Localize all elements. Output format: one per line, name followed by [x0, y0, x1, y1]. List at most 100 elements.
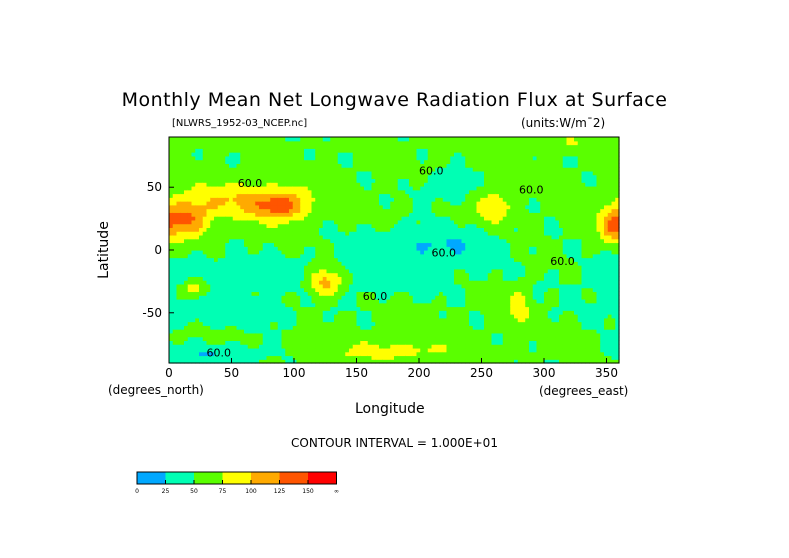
- field-cell: [277, 359, 283, 364]
- field-cell: [412, 359, 418, 364]
- field-cell: [244, 321, 249, 326]
- field-cell: [292, 155, 298, 161]
- field-cell: [187, 359, 193, 364]
- field-cell: [195, 283, 200, 289]
- field-cell: [476, 351, 481, 357]
- field-cell: [262, 246, 268, 251]
- field-cell: [289, 261, 294, 266]
- field-cell: [289, 287, 294, 293]
- field-cell: [330, 344, 335, 349]
- field-cell: [191, 314, 196, 319]
- field-cell: [330, 193, 335, 198]
- field-cell: [206, 189, 211, 195]
- field-cell: [334, 310, 339, 315]
- field-cell: [416, 268, 421, 274]
- field-cell: [187, 295, 193, 300]
- field-cell: [424, 321, 429, 326]
- field-cell: [375, 167, 380, 172]
- field-cell: [169, 193, 174, 198]
- field-cell: [217, 351, 223, 357]
- field-cell: [420, 201, 425, 206]
- field-cell: [420, 287, 425, 293]
- field-cell: [259, 344, 264, 349]
- field-cell: [454, 159, 459, 164]
- field-cell: [349, 182, 354, 187]
- field-cell: [315, 298, 320, 304]
- field-cell: [326, 272, 331, 277]
- field-cell: [199, 144, 204, 149]
- field-cell: [255, 302, 260, 308]
- field-cell: [476, 302, 481, 308]
- field-cell: [202, 325, 208, 330]
- field-cell: [341, 231, 346, 236]
- field-cell: [255, 159, 260, 164]
- field-cell: [461, 182, 466, 187]
- field-cell: [457, 212, 463, 217]
- field-cell: [266, 219, 271, 225]
- field-cell: [386, 325, 391, 330]
- field-cell: [416, 185, 421, 191]
- field-cell: [240, 234, 245, 240]
- field-cell: [289, 167, 294, 172]
- field-cell: [409, 227, 414, 232]
- field-cell: [289, 238, 294, 244]
- field-cell: [412, 347, 418, 353]
- field-cell: [394, 359, 399, 364]
- field-cell: [446, 340, 451, 345]
- field-cell: [322, 347, 328, 353]
- field-cell: [221, 257, 226, 262]
- field-cell: [394, 336, 399, 341]
- field-cell: [435, 163, 440, 168]
- field-cell: [232, 347, 238, 353]
- field-cell: [225, 344, 230, 349]
- field-cell: [315, 310, 320, 315]
- field-cell: [300, 276, 305, 281]
- field-cell: [229, 216, 234, 221]
- field-cell: [446, 261, 451, 266]
- field-cell: [397, 340, 403, 345]
- field-cell: [296, 283, 301, 289]
- field-cell: [401, 329, 406, 334]
- field-cell: [274, 291, 279, 296]
- field-cell: [420, 223, 425, 228]
- field-cell: [394, 272, 399, 277]
- field-cell: [420, 257, 425, 262]
- field-cell: [405, 261, 410, 266]
- field-cell: [390, 298, 395, 304]
- field-cell: [281, 276, 286, 281]
- field-cell: [289, 227, 294, 232]
- field-cell: [330, 152, 335, 157]
- field-cell: [409, 234, 414, 240]
- field-cell: [454, 302, 459, 308]
- field-cell: [266, 280, 271, 285]
- field-cell: [476, 329, 481, 334]
- field-cell: [454, 204, 459, 210]
- field-cell: [375, 144, 380, 149]
- field-cell: [330, 242, 335, 247]
- field-cell: [169, 355, 174, 360]
- field-cell: [416, 201, 421, 206]
- field-cell: [315, 351, 320, 357]
- field-cell: [296, 344, 301, 349]
- field-cell: [232, 204, 238, 210]
- field-cell: [431, 170, 436, 176]
- field-cell: [229, 325, 234, 330]
- field-cell: [270, 314, 275, 319]
- field-cell: [195, 302, 200, 308]
- field-cell: [315, 329, 320, 334]
- field-cell: [217, 314, 223, 319]
- field-cell: [367, 185, 373, 191]
- field-cell: [240, 272, 245, 277]
- field-cell: [326, 325, 331, 330]
- field-cell: [349, 306, 354, 311]
- field-cell: [435, 238, 440, 244]
- field-cell: [412, 265, 418, 270]
- field-cell: [322, 276, 328, 281]
- field-cell: [334, 321, 339, 326]
- field-cell: [375, 295, 380, 300]
- field-cell: [251, 167, 256, 172]
- field-cell: [319, 336, 324, 341]
- field-cell: [476, 359, 481, 364]
- field-cell: [270, 298, 275, 304]
- field-cell: [469, 329, 474, 334]
